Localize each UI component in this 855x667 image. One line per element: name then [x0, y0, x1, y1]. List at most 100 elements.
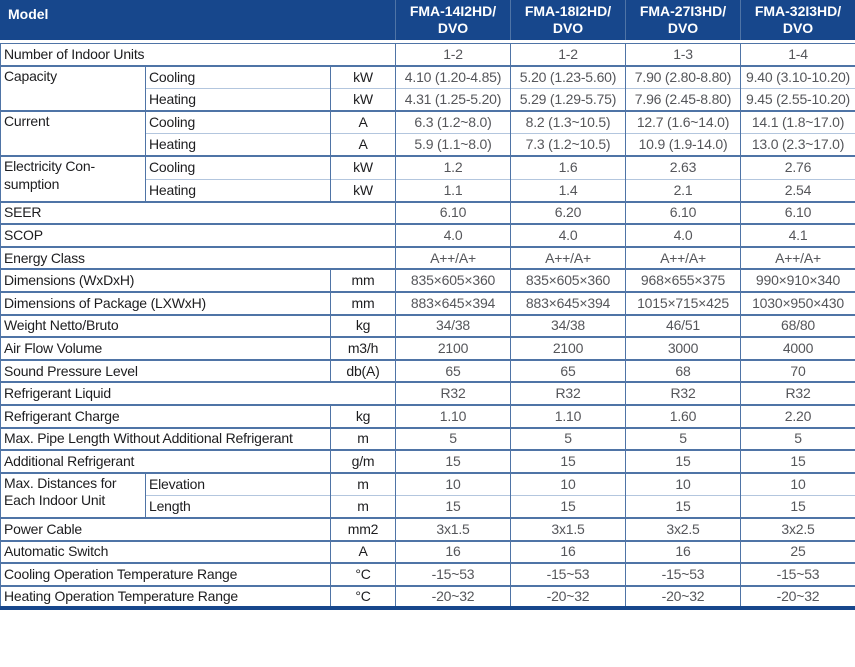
value-cell: 14.1 (1.8~17.0): [740, 110, 855, 134]
value-cell: -20~32: [510, 584, 626, 609]
value-cell: 8.2 (1.3~10.5): [510, 110, 626, 134]
spec-table: Number of Indoor Units 1-2 1-2 1-3 1-4 Capaci…: [0, 43, 855, 611]
value-cell: 7.3 (1.2~10.5): [510, 133, 626, 157]
unit-cell: kg: [329, 313, 396, 338]
value-cell: 34/38: [510, 313, 626, 338]
value-cell: 5: [395, 426, 511, 451]
row-label: Automatic Switch: [0, 539, 331, 564]
value-cell: 1030×950×430: [740, 291, 855, 315]
unit-cell: kW: [329, 88, 396, 112]
value-cell: 2.63: [625, 155, 741, 180]
unit-cell: mm: [329, 291, 396, 315]
unit-cell: A: [329, 110, 396, 134]
value-cell: 2.54: [740, 178, 855, 202]
value-cell: 7.90 (2.80-8.80): [625, 65, 741, 89]
value-cell: 2100: [510, 336, 626, 360]
value-cell: -15~53: [395, 562, 511, 586]
value-cell: 990×910×340: [740, 268, 855, 293]
value-cell: 15: [395, 449, 511, 473]
unit-cell: A: [329, 539, 396, 564]
row-label: Electricity Con- sumption: [0, 155, 146, 202]
value-cell: 9.40 (3.10-10.20): [740, 65, 855, 89]
unit-cell: °C: [329, 562, 396, 586]
table-row: Electricity Con- sumption Cooling kW 1.2 1.6…: [0, 155, 855, 202]
value-cell: 1-3: [625, 43, 741, 67]
unit-cell: m: [329, 426, 396, 451]
value-cell: 13.0 (2.3~17.0): [740, 133, 855, 157]
unit-cell: kW: [329, 155, 396, 180]
value-cell: R32: [510, 381, 626, 405]
value-cell: 2.76: [740, 155, 855, 180]
value-cell: 5.29 (1.29-5.75): [510, 88, 626, 112]
value-cell: 12.7 (1.6~14.0): [625, 110, 741, 134]
value-cell: 4.0: [625, 223, 741, 247]
unit-cell: m: [329, 471, 396, 496]
value-cell: 883×645×394: [510, 291, 626, 315]
row-label: Power Cable: [0, 516, 331, 541]
value-cell: 1-2: [395, 43, 511, 67]
value-cell: 835×605×360: [510, 268, 626, 293]
table-row: Air Flow Volume m3/h 2100 2100 3000 4000: [0, 336, 855, 360]
table-row: Capacity Cooling kW 4.10 (1.20-4.85) 5.20 (1…: [0, 65, 855, 112]
value-cell: 4.10 (1.20-4.85): [395, 65, 511, 89]
model-column-header: FMA-32I3HD/DVO: [740, 0, 855, 40]
model-column-header: FMA-18I2HD/DVO: [510, 0, 625, 40]
table-row: Cooling Operation Temperature Range °C -15…: [0, 562, 855, 586]
value-cell: 4.0: [510, 223, 626, 247]
unit-cell: m3/h: [329, 336, 396, 360]
unit-cell: g/m: [329, 449, 396, 473]
table-row: Refrigerant Liquid R32 R32 R32 R32: [0, 381, 855, 405]
value-cell: 1.4: [510, 178, 626, 202]
row-label: SEER: [0, 200, 396, 225]
sub-label: Cooling: [145, 155, 331, 180]
table-row: Energy Class A++/A+ A++/A+ A++/A+ A++/A+: [0, 245, 855, 270]
value-cell: -15~53: [740, 562, 855, 586]
sub-label: Length: [145, 494, 331, 518]
value-cell: 16: [510, 539, 626, 564]
table-row: Max. Pipe Length Without Additional Refr…: [0, 426, 855, 451]
value-cell: 2100: [395, 336, 511, 360]
value-cell: -20~32: [395, 584, 511, 609]
value-cell: 1.2: [395, 155, 511, 180]
value-cell: 3x2.5: [625, 516, 741, 541]
unit-cell: A: [329, 133, 396, 157]
value-cell: 15: [395, 494, 511, 518]
value-cell: 15: [510, 494, 626, 518]
value-cell: 25: [740, 539, 855, 564]
table-row: Length m 15 15 15 15: [1, 494, 855, 518]
value-cell: 1-2: [510, 43, 626, 67]
unit-cell: db(A): [329, 358, 396, 383]
value-cell: -20~32: [740, 584, 855, 609]
model-column-header: FMA-14I2HD/DVO: [395, 0, 510, 40]
row-label: Refrigerant Charge: [0, 404, 331, 428]
row-label: Weight Netto/Bruto: [0, 313, 331, 338]
value-cell: A++/A+: [625, 245, 741, 270]
value-cell: 15: [740, 449, 855, 473]
table-row: SCOP 4.0 4.0 4.0 4.1: [0, 223, 855, 247]
row-label: SCOP: [0, 223, 396, 247]
value-cell: 10.9 (1.9-14.0): [625, 133, 741, 157]
unit-cell: kW: [329, 65, 396, 89]
value-cell: 1.10: [395, 404, 511, 428]
row-label: Air Flow Volume: [0, 336, 331, 360]
value-cell: 3x1.5: [510, 516, 626, 541]
unit-cell: mm2: [329, 516, 396, 541]
value-cell: 3000: [625, 336, 741, 360]
value-cell: 16: [395, 539, 511, 564]
row-label: Refrigerant Liquid: [0, 381, 396, 405]
value-cell: 68/80: [740, 313, 855, 338]
value-cell: A++/A+: [510, 245, 626, 270]
value-cell: 65: [510, 358, 626, 383]
header-gap: [0, 40, 855, 43]
row-label: Number of Indoor Units: [0, 43, 396, 67]
value-cell: 15: [625, 449, 741, 473]
model-header-cell: Model: [8, 6, 49, 22]
table-row: Weight Netto/Bruto kg 34/38 34/38 46/51 68/80: [0, 313, 855, 338]
value-cell: 2.20: [740, 404, 855, 428]
value-cell: 5.9 (1.1~8.0): [395, 133, 511, 157]
row-label: Max. Distances for Each Indoor Unit: [0, 471, 146, 518]
sub-label: Cooling: [145, 110, 331, 134]
value-cell: 34/38: [395, 313, 511, 338]
value-cell: 2.1: [625, 178, 741, 202]
table-row: Heating Operation Temperature Range °C -20…: [0, 584, 855, 609]
